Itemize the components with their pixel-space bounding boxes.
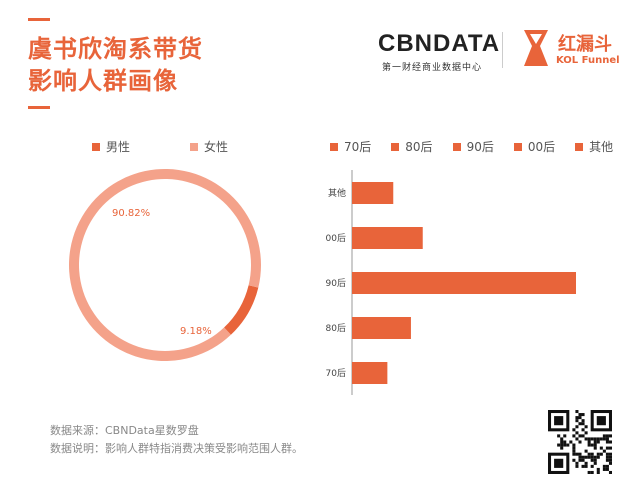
- bar-tick-label: 00后: [326, 233, 346, 244]
- bar-tick-label: 70后: [326, 368, 346, 379]
- kol-funnel-logo-cn: 红漏斗: [558, 34, 612, 55]
- pie-label-male: 9.18%: [180, 326, 212, 337]
- bar-legend-swatch: [391, 142, 400, 151]
- bar-legend-swatch: [330, 142, 338, 151]
- title-bottom-bar: [28, 106, 50, 109]
- cbndata-logo: CBNDATA: [378, 30, 501, 57]
- kol-funnel-logo-en: KOL Funnel: [556, 55, 620, 66]
- pie-slice-male: [224, 285, 259, 335]
- title-top-bar: [28, 18, 50, 21]
- bar-legend-label: 90后: [466, 140, 494, 154]
- bar-1: [352, 227, 423, 249]
- cbndata-logo-subtitle: 第一财经商业数据中心: [382, 63, 483, 73]
- pie-legend-female-label: 女性: [204, 140, 229, 154]
- pie-legend-male-swatch: [92, 142, 100, 151]
- bar-legend: 70后 80后 90后 00后 其他: [330, 138, 613, 155]
- bar-legend-swatch: [452, 142, 461, 151]
- pie-label-female: 90.82%: [112, 208, 151, 219]
- bar-4: [352, 362, 388, 384]
- age-bar-chart: 其他 00后 90后 80后 70后: [326, 170, 576, 395]
- bar-legend-item: 80后: [391, 138, 433, 155]
- bar-tick-label: 90后: [326, 278, 346, 289]
- bar-legend-item: 70后: [330, 138, 371, 155]
- bar-legend-label: 80后: [405, 140, 433, 154]
- bar-legend-label: 其他: [589, 140, 614, 154]
- bar-legend-swatch: [575, 142, 584, 151]
- pie-legend-male: 男性: [92, 138, 130, 155]
- bar-tick-label: 其他: [328, 187, 346, 199]
- pie-legend-female: 女性: [190, 138, 228, 155]
- bar-legend-swatch: [513, 142, 522, 151]
- bar-2: [352, 272, 576, 294]
- pie-slice-female: [69, 169, 261, 362]
- logo-separator: [502, 32, 503, 68]
- bar-legend-label: 00后: [527, 140, 556, 154]
- footer-note: 数据说明：影响人群特指消费决策受影响范围人群。: [50, 442, 303, 455]
- funnel-logo-icon: [524, 30, 548, 66]
- bar-3: [352, 317, 411, 339]
- bar-legend-label: 70后: [344, 140, 372, 154]
- bar-tick-label: 80后: [326, 323, 346, 334]
- pie-legend-female-swatch: [190, 142, 198, 151]
- bar-legend-item: 90后: [452, 138, 494, 155]
- page-title-line1: 虞书欣淘系带货: [28, 35, 203, 63]
- gender-donut-chart: [69, 169, 261, 362]
- bar-0: [352, 182, 394, 204]
- footer-source: 数据来源：CBNData星数罗盘: [50, 424, 199, 437]
- bar-legend-item: 其他: [575, 138, 613, 155]
- qr-code-icon: [548, 410, 612, 474]
- bar-legend-item: 00后: [513, 138, 556, 155]
- page-title-line2: 影响人群画像: [28, 67, 178, 95]
- pie-legend-male-label: 男性: [106, 140, 131, 154]
